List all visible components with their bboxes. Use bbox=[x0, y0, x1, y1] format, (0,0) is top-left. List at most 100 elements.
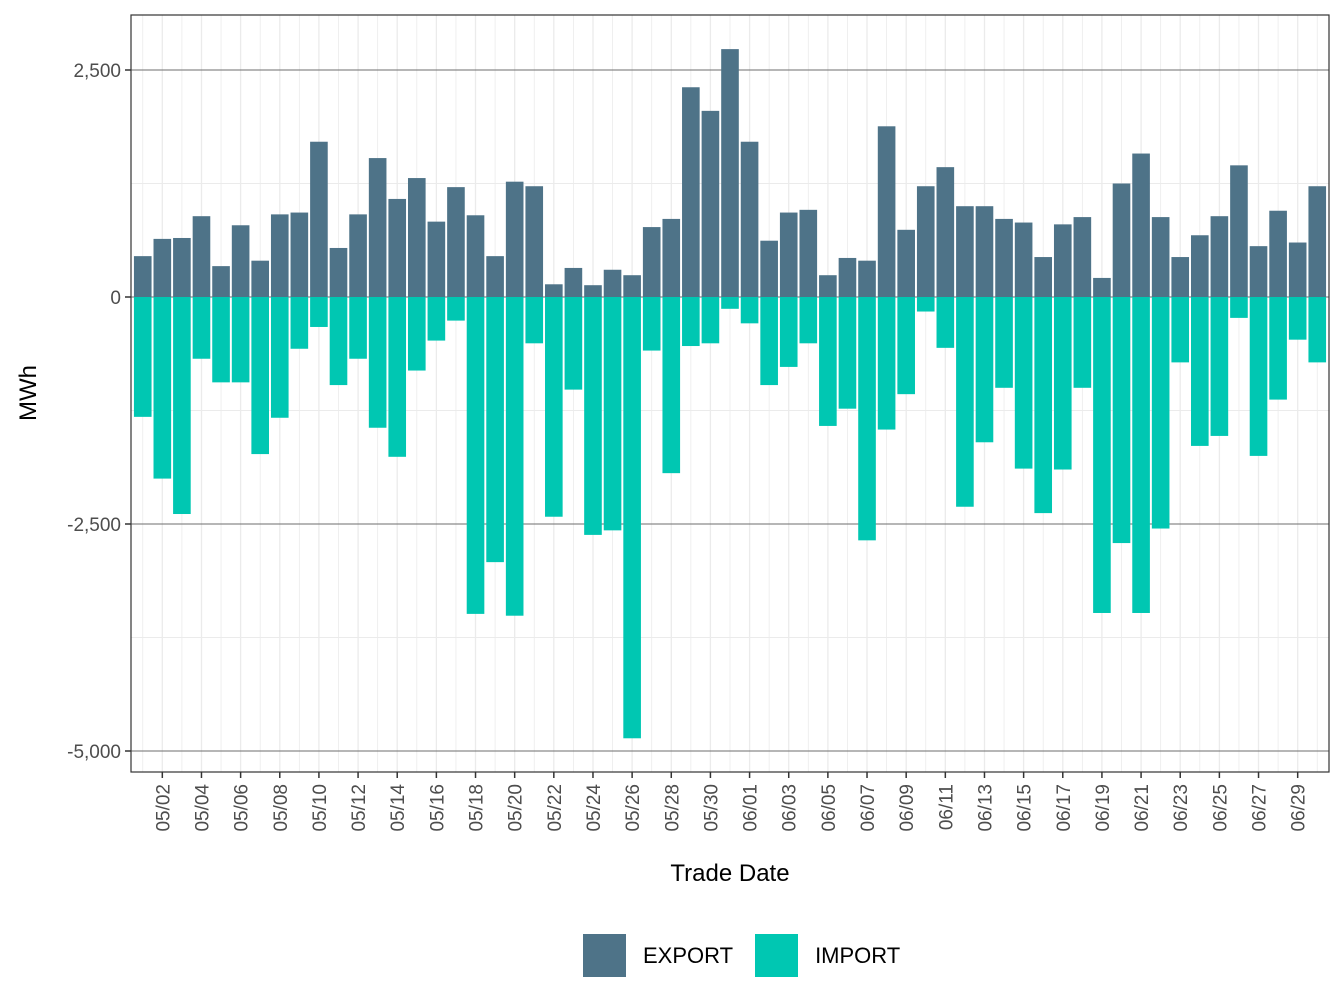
bar-export-06-23 bbox=[1171, 257, 1190, 297]
x-tick-label: 06/05 bbox=[819, 784, 840, 832]
bar-import-06-03 bbox=[779, 297, 798, 367]
bar-export-06-27 bbox=[1249, 246, 1268, 297]
bar-export-06-06 bbox=[838, 257, 857, 297]
bar-import-06-01 bbox=[740, 297, 759, 324]
bar-export-05-30 bbox=[701, 110, 720, 297]
x-tick-label: 05/22 bbox=[545, 784, 566, 832]
bar-export-06-07 bbox=[858, 260, 876, 297]
bar-import-05-10 bbox=[310, 297, 328, 327]
bar-export-05-31 bbox=[721, 49, 739, 298]
x-tick-label: 05/08 bbox=[271, 784, 292, 832]
x-tick-label: 06/11 bbox=[936, 784, 957, 830]
bar-export-06-20 bbox=[1112, 183, 1131, 297]
bar-export-06-15 bbox=[1014, 222, 1033, 297]
bar-import-05-03 bbox=[173, 297, 191, 515]
bar-import-05-04 bbox=[192, 297, 211, 359]
bar-export-05-06 bbox=[231, 225, 250, 297]
bar-import-06-08 bbox=[877, 297, 896, 430]
bar-export-05-13 bbox=[368, 158, 387, 297]
x-tick-label: 06/19 bbox=[1093, 784, 1114, 832]
legend-label-export: EXPORT bbox=[643, 942, 734, 968]
bar-import-06-14 bbox=[995, 297, 1013, 388]
bar-import-06-04 bbox=[799, 297, 818, 344]
bar-export-05-08 bbox=[270, 214, 289, 297]
x-tick-label: 05/18 bbox=[467, 784, 488, 832]
x-tick-label: 05/28 bbox=[662, 784, 683, 832]
bar-export-05-15 bbox=[407, 178, 426, 297]
bar-import-05-25 bbox=[603, 297, 622, 531]
bar-import-06-06 bbox=[838, 297, 857, 409]
x-tick-label: 06/27 bbox=[1250, 784, 1271, 832]
bar-import-05-15 bbox=[407, 297, 426, 371]
bar-import-06-19 bbox=[1093, 297, 1111, 613]
bar-import-06-29 bbox=[1288, 297, 1307, 340]
bar-import-06-26 bbox=[1230, 297, 1248, 318]
x-tick-label: 06/03 bbox=[780, 784, 801, 832]
bar-export-06-03 bbox=[779, 212, 798, 297]
bar-import-06-27 bbox=[1249, 297, 1268, 456]
bar-import-05-01 bbox=[133, 297, 152, 417]
bar-export-06-12 bbox=[956, 206, 974, 297]
bar-export-05-22 bbox=[545, 284, 563, 297]
y-tick-label: 0 bbox=[110, 288, 121, 309]
x-tick-label: 06/25 bbox=[1210, 784, 1231, 832]
bar-import-05-27 bbox=[642, 297, 661, 351]
x-tick-label: 05/16 bbox=[427, 784, 448, 832]
bar-import-05-24 bbox=[584, 297, 602, 535]
bar-import-06-10 bbox=[916, 297, 935, 312]
bar-export-06-10 bbox=[916, 186, 935, 297]
plot-border bbox=[130, 14, 1330, 773]
bar-import-05-18 bbox=[466, 297, 485, 614]
x-tick-label: 05/30 bbox=[701, 784, 722, 832]
bar-export-05-28 bbox=[662, 218, 681, 297]
bar-export-05-18 bbox=[466, 215, 485, 297]
bar-export-06-01 bbox=[740, 141, 759, 297]
bar-import-06-18 bbox=[1073, 297, 1092, 388]
bar-import-05-31 bbox=[721, 297, 739, 309]
bar-export-06-29 bbox=[1288, 242, 1307, 297]
x-axis: 05/02 05/04 05/06 05/08 05/10 05/12 05/14 05/16… bbox=[153, 772, 1310, 832]
bar-export-05-09 bbox=[290, 212, 309, 297]
bar-import-05-14 bbox=[388, 297, 407, 457]
y-tick-label: -5,000 bbox=[67, 742, 121, 763]
bar-export-06-18 bbox=[1073, 217, 1092, 297]
legend-item-export: EXPORT bbox=[583, 934, 745, 977]
bar-import-05-05 bbox=[212, 297, 230, 383]
x-tick-label: 05/12 bbox=[349, 784, 370, 832]
bar-import-06-13 bbox=[975, 297, 994, 443]
bar-import-05-08 bbox=[270, 297, 289, 418]
x-axis-title: Trade Date bbox=[670, 860, 789, 887]
bar-import-06-17 bbox=[1053, 297, 1072, 470]
bar-export-05-05 bbox=[212, 266, 230, 297]
y-tick-label: -2,500 bbox=[67, 515, 121, 536]
bar-export-05-11 bbox=[329, 247, 348, 297]
bar-export-06-30 bbox=[1308, 186, 1327, 297]
x-tick-label: 06/23 bbox=[1171, 784, 1192, 832]
bar-export-05-29 bbox=[682, 87, 700, 297]
x-tick-label: 05/26 bbox=[623, 784, 644, 832]
x-tick-label: 05/10 bbox=[310, 784, 331, 832]
bar-import-05-22 bbox=[545, 297, 563, 517]
bar-export-05-20 bbox=[505, 181, 524, 297]
bar-export-05-10 bbox=[310, 141, 328, 297]
bar-export-06-26 bbox=[1230, 165, 1248, 297]
bar-import-05-17 bbox=[447, 297, 465, 321]
y-axis: -5,000 -2,500 0 2,500 bbox=[67, 61, 131, 763]
bar-export-05-24 bbox=[584, 285, 602, 297]
x-tick-label: 06/07 bbox=[858, 784, 879, 832]
bar-import-05-02 bbox=[153, 297, 172, 479]
bar-export-06-02 bbox=[760, 240, 778, 297]
bar-export-06-28 bbox=[1269, 210, 1287, 297]
x-tick-label: 05/20 bbox=[506, 784, 527, 832]
bar-import-06-05 bbox=[819, 297, 837, 426]
bar-export-06-05 bbox=[819, 275, 837, 297]
bar-export-05-12 bbox=[349, 214, 367, 297]
bar-import-06-02 bbox=[760, 297, 778, 386]
bar-import-06-21 bbox=[1132, 297, 1150, 613]
bar-import-05-28 bbox=[662, 297, 681, 474]
bar-export-06-17 bbox=[1053, 224, 1072, 297]
bar-export-06-16 bbox=[1034, 257, 1053, 297]
bar-import-06-12 bbox=[956, 297, 974, 507]
bar-import-05-21 bbox=[525, 297, 544, 344]
